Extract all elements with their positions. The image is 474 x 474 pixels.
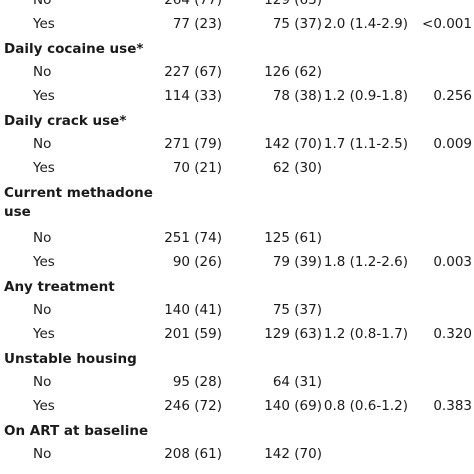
count-column-2: 125 (61) xyxy=(264,230,322,246)
section-title: Any treatment xyxy=(4,279,115,295)
table-row: No 271 (79) 142 (70) 1.7 (1.1-2.5) 0.009 xyxy=(0,133,474,157)
section-header-row: On ART at baseline xyxy=(0,419,474,443)
p-value: 0.383 xyxy=(433,398,472,414)
p-value: <0.001 xyxy=(422,16,472,32)
count-column-2: 142 (70) xyxy=(264,136,322,152)
table-row: No 140 (41) 75 (37) xyxy=(0,299,474,323)
count-column-1: 140 (41) xyxy=(164,302,222,318)
section-title: On ART at baseline xyxy=(4,423,149,439)
count-column-1: 246 (72) xyxy=(164,398,222,414)
count-column-2: 129 (63) xyxy=(264,0,322,8)
count-column-2: 142 (70) xyxy=(264,446,322,462)
table-row: No 95 (28) 64 (31) xyxy=(0,371,474,395)
table-row: No 264 (77) 129 (63) xyxy=(0,0,474,13)
count-column-1: 77 (23) xyxy=(172,16,222,32)
row-label: Yes xyxy=(33,16,55,32)
p-value: 0.009 xyxy=(433,136,472,152)
table-row: Yes 77 (23) 75 (37) 2.0 (1.4-2.9) <0.001 xyxy=(0,13,474,37)
count-column-2: 78 (38) xyxy=(272,88,322,104)
section-title: Daily crack use* xyxy=(4,113,127,129)
table-row: Yes 114 (33) 78 (38) 1.2 (0.9-1.8) 0.256 xyxy=(0,85,474,109)
section-header-row: Any treatment xyxy=(0,275,474,299)
table-row: No 208 (61) 142 (70) xyxy=(0,443,474,467)
row-label: Yes xyxy=(33,254,55,270)
count-column-2: 62 (30) xyxy=(272,160,322,176)
row-label: No xyxy=(33,374,52,390)
count-column-2: 64 (31) xyxy=(272,374,322,390)
section-title: Daily cocaine use* xyxy=(4,41,144,57)
section-title: Unstable housing xyxy=(4,351,137,367)
table-row: Yes 90 (26) 79 (39) 1.8 (1.2-2.6) 0.003 xyxy=(0,251,474,275)
odds-ratio-ci: 0.8 (0.6-1.2) xyxy=(323,398,408,414)
section-header-row: Current methadone use xyxy=(0,181,474,227)
count-column-1: 90 (26) xyxy=(172,254,222,270)
table-row: Yes 70 (21) 62 (30) xyxy=(0,157,474,181)
row-label: No xyxy=(33,136,52,152)
row-label: Yes xyxy=(33,160,55,176)
table-row: Yes 201 (59) 129 (63) 1.2 (0.8-1.7) 0.320 xyxy=(0,323,474,347)
count-column-1: 208 (61) xyxy=(164,446,222,462)
count-column-1: 95 (28) xyxy=(172,374,222,390)
odds-ratio-ci: 1.2 (0.9-1.8) xyxy=(323,88,408,104)
section-header-row: Daily cocaine use* xyxy=(0,37,474,61)
count-column-2: 79 (39) xyxy=(272,254,322,270)
count-column-2: 75 (37) xyxy=(272,16,322,32)
row-label: No xyxy=(33,302,52,318)
odds-ratio-ci: 1.7 (1.1-2.5) xyxy=(323,136,408,152)
odds-ratio-ci: 1.8 (1.2-2.6) xyxy=(323,254,408,270)
section-header-row: Unstable housing xyxy=(0,347,474,371)
section-header-row: Daily crack use* xyxy=(0,109,474,133)
count-column-1: 251 (74) xyxy=(164,230,222,246)
count-column-2: 140 (69) xyxy=(264,398,322,414)
count-column-1: 70 (21) xyxy=(172,160,222,176)
p-value: 0.256 xyxy=(433,88,472,104)
count-column-1: 201 (59) xyxy=(164,326,222,342)
table-row: Yes 246 (72) 140 (69) 0.8 (0.6-1.2) 0.383 xyxy=(0,395,474,419)
row-label: No xyxy=(33,446,52,462)
count-column-2: 126 (62) xyxy=(264,64,322,80)
odds-ratio-ci: 2.0 (1.4-2.9) xyxy=(323,16,408,32)
section-title: Current methadone use xyxy=(4,185,153,220)
row-label: Yes xyxy=(33,88,55,104)
row-label: Yes xyxy=(33,398,55,414)
table-row: No 251 (74) 125 (61) xyxy=(0,227,474,251)
count-column-2: 129 (63) xyxy=(264,326,322,342)
row-label: No xyxy=(33,230,52,246)
row-label: Yes xyxy=(33,326,55,342)
p-value: 0.320 xyxy=(433,326,472,342)
count-column-1: 264 (77) xyxy=(164,0,222,8)
odds-ratio-ci: 1.2 (0.8-1.7) xyxy=(323,326,408,342)
count-column-1: 271 (79) xyxy=(164,136,222,152)
row-label: No xyxy=(33,64,52,80)
row-label: No xyxy=(33,0,52,8)
count-column-1: 227 (67) xyxy=(164,64,222,80)
p-value: 0.003 xyxy=(433,254,472,270)
count-column-2: 75 (37) xyxy=(272,302,322,318)
count-column-1: 114 (33) xyxy=(164,88,222,104)
table-row: No 227 (67) 126 (62) xyxy=(0,61,474,85)
